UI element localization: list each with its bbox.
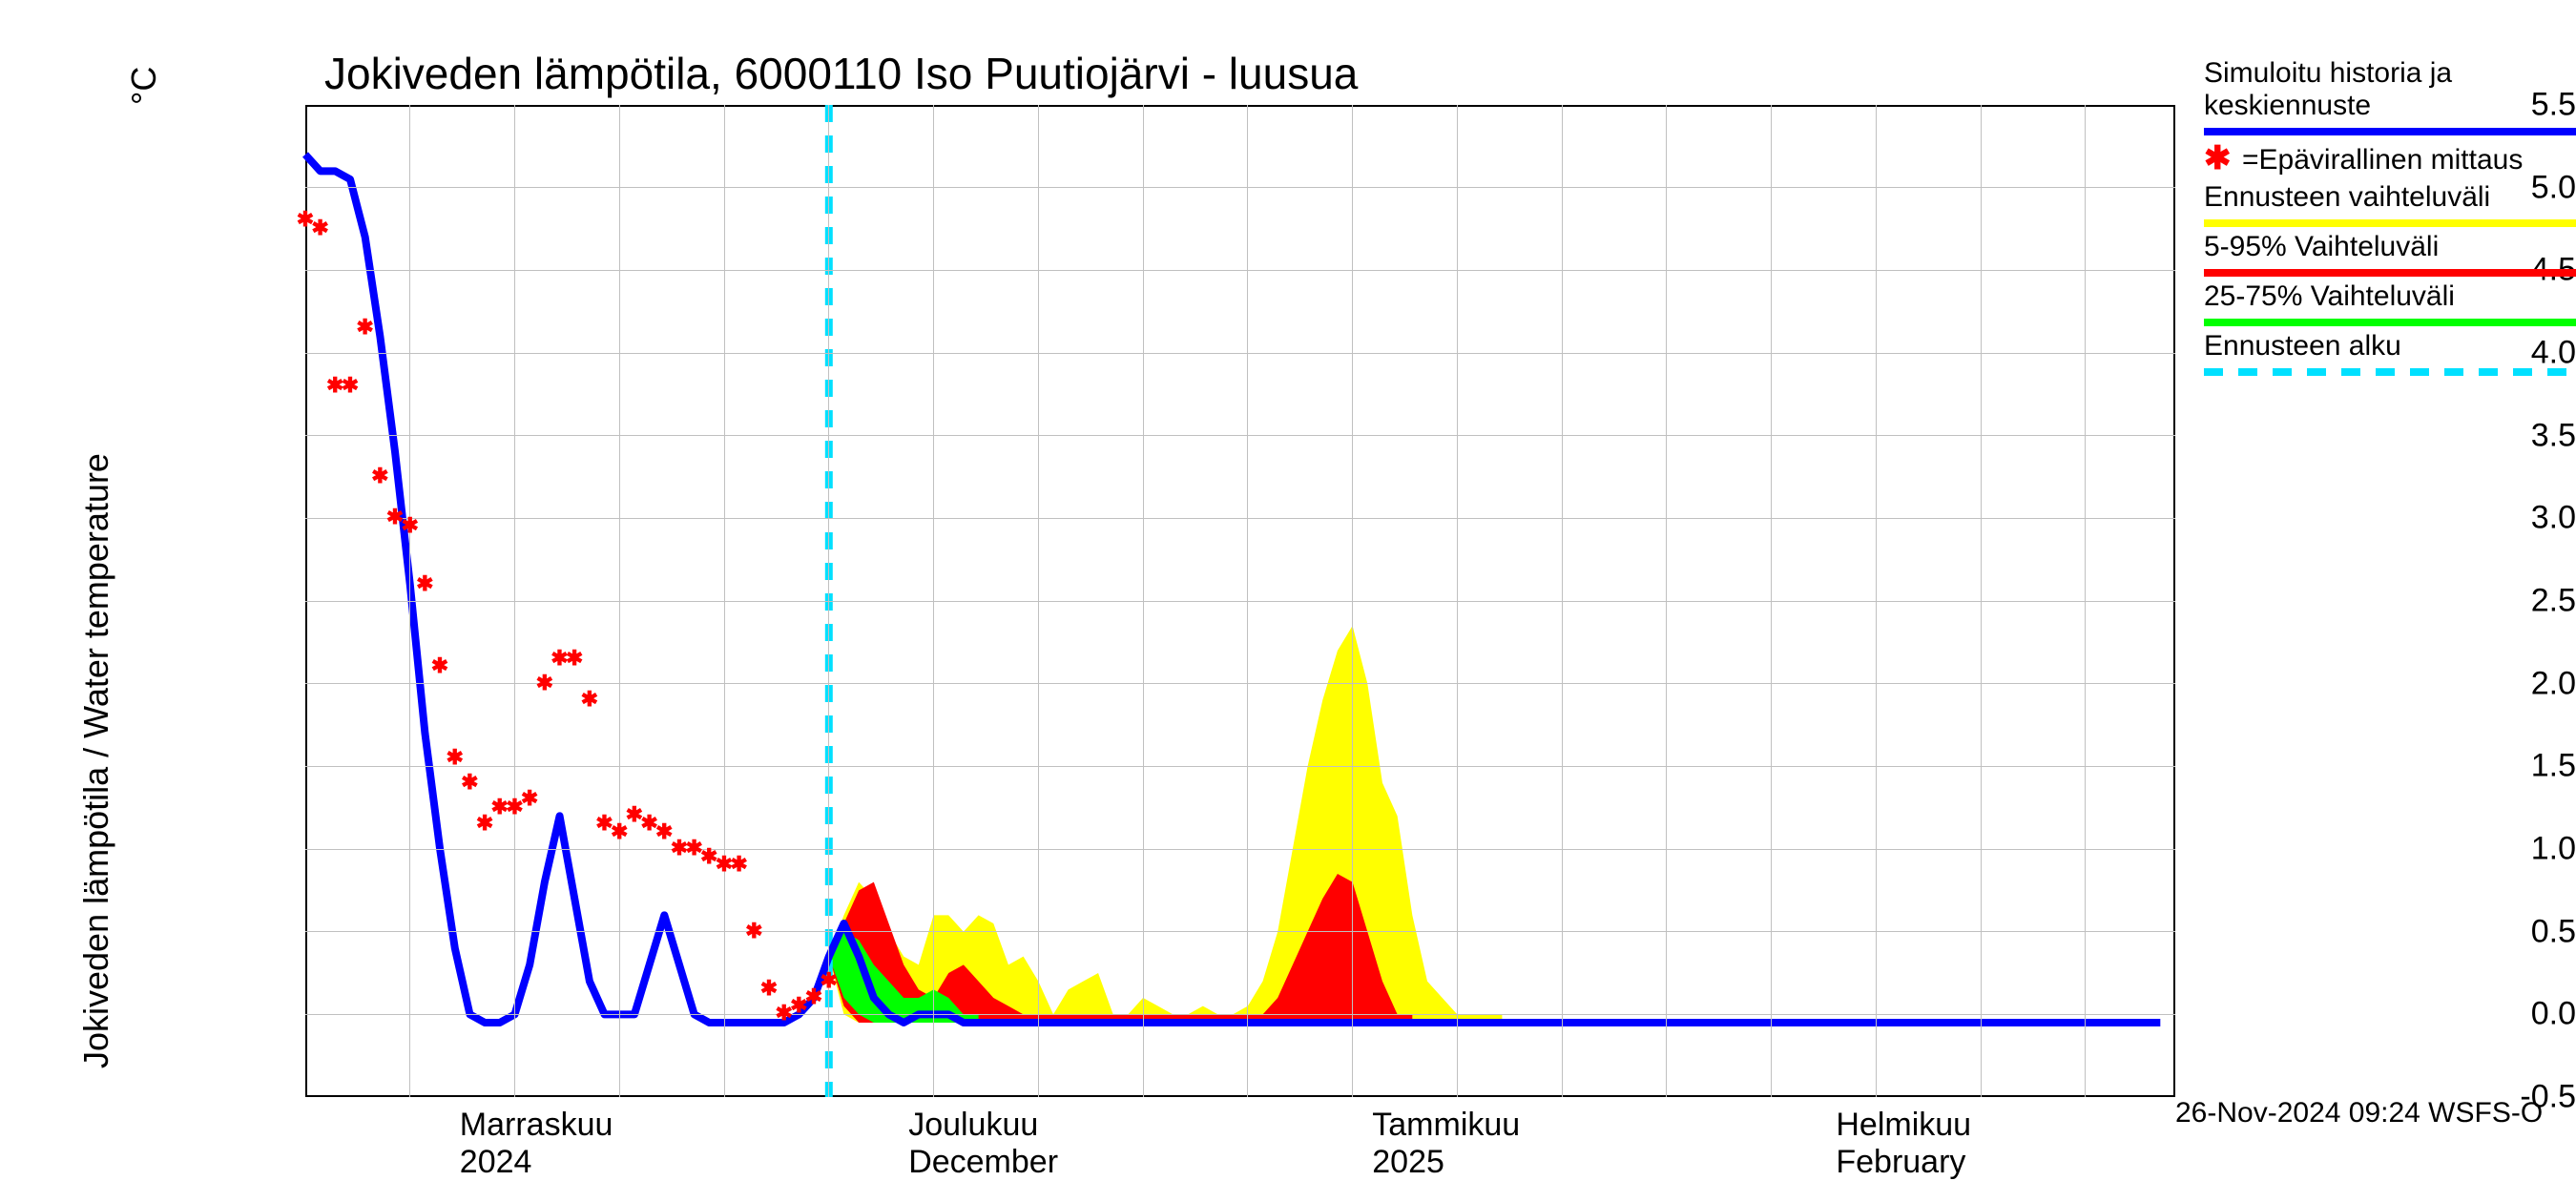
observation-marker: ✱ — [596, 811, 613, 838]
observation-marker: ✱ — [447, 745, 463, 772]
observation-marker: ✱ — [432, 653, 448, 680]
observation-marker: ✱ — [343, 373, 359, 400]
legend-line-swatch — [2204, 128, 2576, 135]
y-tick-label: 0.5 — [2290, 913, 2576, 950]
y-tick-label: 2.5 — [2290, 583, 2576, 620]
legend: Simuloitu historia ja keskiennuste ✱=Epäv… — [2204, 57, 2576, 380]
legend-label: ✱=Epävirallinen mittaus — [2204, 139, 2576, 177]
legend-label: 5-95% Vaihteluväli — [2204, 231, 2576, 263]
legend-label: Ennusteen vaihteluväli — [2204, 181, 2576, 214]
legend-line-swatch — [2204, 219, 2576, 227]
observation-marker: ✱ — [746, 919, 762, 945]
x-month-label: Helmikuu February — [1836, 1107, 1971, 1181]
y-tick-label: 1.5 — [2290, 748, 2576, 785]
observation-marker: ✱ — [402, 513, 418, 540]
footer-timestamp: 26-Nov-2024 09:24 WSFS-O — [2175, 1097, 2543, 1129]
observation-marker: ✱ — [581, 687, 597, 714]
observation-marker: ✱ — [776, 1001, 792, 1027]
observation-marker: ✱ — [477, 811, 493, 838]
observation-marker: ✱ — [372, 464, 388, 490]
chart-canvas: Jokiveden lämpötila, 6000110 Iso Puutioj… — [0, 0, 2576, 1145]
observation-marker: ✱ — [806, 984, 822, 1011]
observation-marker: ✱ — [656, 819, 673, 846]
legend-entry: Ennusteen vaihteluväli — [2204, 181, 2576, 227]
observation-marker: ✱ — [627, 802, 643, 829]
legend-dash-swatch — [2204, 368, 2576, 376]
observation-marker: ✱ — [462, 770, 478, 797]
y-tick-label: 1.0 — [2290, 831, 2576, 868]
observation-marker: ✱ — [791, 993, 807, 1020]
observation-marker: ✱ — [387, 505, 404, 531]
legend-entry: Ennusteen alku — [2204, 330, 2576, 376]
legend-entry: ✱=Epävirallinen mittaus — [2204, 139, 2576, 177]
y-tick-label: 3.5 — [2290, 417, 2576, 454]
observation-marker: ✱ — [417, 571, 433, 598]
series-lines-layer — [0, 0, 2576, 1145]
legend-entry: 5-95% Vaihteluväli — [2204, 231, 2576, 277]
observation-marker: ✱ — [312, 216, 328, 242]
legend-line-swatch — [2204, 269, 2576, 277]
legend-label: Simuloitu historia ja keskiennuste — [2204, 57, 2576, 122]
y-tick-label: 0.0 — [2290, 996, 2576, 1033]
observation-marker: ✱ — [717, 852, 733, 879]
y-tick-label: 3.0 — [2290, 500, 2576, 537]
observation-marker: ✱ — [686, 836, 702, 862]
x-month-label: Joulukuu December — [908, 1107, 1058, 1181]
observation-marker: ✱ — [327, 373, 343, 400]
x-month-label: Marraskuu 2024 — [460, 1107, 613, 1181]
legend-label: Ennusteen alku — [2204, 330, 2576, 363]
legend-label: 25-75% Vaihteluväli — [2204, 280, 2576, 313]
observation-marker: ✱ — [612, 819, 628, 846]
observation-marker: ✱ — [821, 968, 837, 995]
observation-marker: ✱ — [491, 795, 508, 821]
legend-line-swatch — [2204, 319, 2576, 326]
legend-entry: 25-75% Vaihteluväli — [2204, 280, 2576, 326]
observation-marker: ✱ — [298, 207, 314, 234]
observation-marker: ✱ — [731, 852, 747, 879]
observation-marker: ✱ — [567, 646, 583, 673]
legend-marker-icon: ✱ — [2204, 139, 2242, 177]
observation-marker: ✱ — [701, 844, 717, 871]
y-tick-label: 2.0 — [2290, 665, 2576, 702]
observation-marker: ✱ — [761, 976, 778, 1003]
simulated-line — [305, 155, 2160, 1023]
observation-marker: ✱ — [536, 671, 552, 697]
observation-marker: ✱ — [357, 315, 373, 342]
observation-marker: ✱ — [522, 786, 538, 813]
observation-marker: ✱ — [551, 646, 568, 673]
legend-entry: Simuloitu historia ja keskiennuste — [2204, 57, 2576, 135]
observation-marker: ✱ — [672, 836, 688, 862]
observation-marker: ✱ — [507, 795, 523, 821]
observation-marker: ✱ — [641, 811, 657, 838]
x-month-label: Tammikuu 2025 — [1372, 1107, 1520, 1181]
